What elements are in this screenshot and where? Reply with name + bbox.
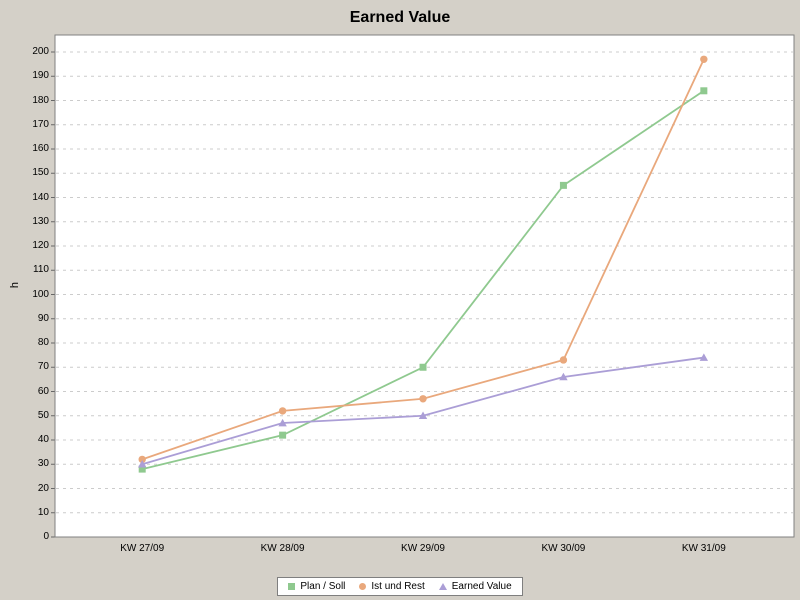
series-marker-circle-ist-und-rest — [559, 356, 568, 364]
y-tick-label: 20 — [37, 482, 49, 494]
y-tick-label: 10 — [37, 506, 49, 518]
legend-marker-triangle-icon — [438, 583, 447, 590]
chart-title: Earned Value — [349, 9, 451, 26]
y-tick-label: 120 — [32, 240, 49, 251]
y-tick-label: 70 — [37, 361, 49, 373]
y-tick-label: 150 — [32, 167, 49, 179]
y-tick-label: 50 — [37, 409, 49, 421]
y-tick-label: 60 — [37, 385, 49, 397]
legend-bar: Plan / Soll Ist und Rest Earned Value — [0, 577, 800, 596]
x-category-label: KW 27/09 — [120, 543, 165, 554]
series-marker-square-plan-soll — [138, 465, 146, 473]
legend-label: Plan / Soll — [300, 581, 346, 592]
y-tick-label: 90 — [37, 312, 49, 324]
y-tick-label: 180 — [32, 94, 49, 106]
x-category-label: KW 31/09 — [681, 543, 726, 554]
y-tick-label: 110 — [33, 264, 49, 276]
x-category-label: KW 29/09 — [401, 543, 445, 554]
series-marker-square-plan-soll — [419, 363, 427, 371]
series-marker-square-plan-soll — [559, 181, 567, 189]
series-marker-square-plan-soll — [279, 431, 287, 439]
x-category-label: KW 30/09 — [541, 543, 586, 554]
y-tick-label: 160 — [32, 143, 49, 154]
y-tick-label: 0 — [43, 531, 49, 542]
y-tick-label: 30 — [37, 458, 49, 470]
series-marker-triangle-earned-value — [559, 372, 568, 381]
y-tick-label: 170 — [32, 118, 49, 130]
y-tick-label: 190 — [32, 70, 49, 82]
series-marker-circle-ist-und-rest — [138, 455, 146, 464]
series-marker-triangle-earned-value — [418, 411, 428, 420]
legend-item: Ist und Rest — [359, 581, 425, 592]
y-tick-label: 100 — [32, 288, 49, 300]
legend-marker-circle-icon — [359, 583, 367, 590]
series-marker-triangle-earned-value — [699, 353, 709, 361]
y-tick-label: 200 — [32, 46, 49, 57]
plot-background — [55, 35, 794, 537]
y-tick-label: 80 — [37, 337, 49, 348]
series-marker-circle-ist-und-rest — [700, 55, 708, 63]
legend-item: Plan / Soll — [288, 581, 345, 592]
series-marker-circle-ist-und-rest — [278, 407, 287, 415]
legend-marker-square-icon — [288, 583, 296, 590]
series-marker-square-plan-soll — [700, 87, 708, 95]
series-marker-triangle-earned-value — [278, 418, 287, 427]
legend-item: Earned Value — [438, 581, 512, 592]
series-marker-circle-ist-und-rest — [419, 395, 427, 403]
y-tick-label: 130 — [32, 215, 49, 227]
x-category-label: KW 28/09 — [260, 543, 305, 554]
plot-border — [54, 34, 795, 538]
legend-label: Ist und Rest — [371, 581, 425, 592]
series-marker-triangle-earned-value — [138, 460, 147, 468]
legend: Plan / Soll Ist und Rest Earned Value — [277, 577, 523, 596]
y-tick-label: 40 — [37, 434, 49, 445]
y-tick-label: 140 — [32, 191, 49, 203]
legend-label: Earned Value — [451, 581, 512, 592]
